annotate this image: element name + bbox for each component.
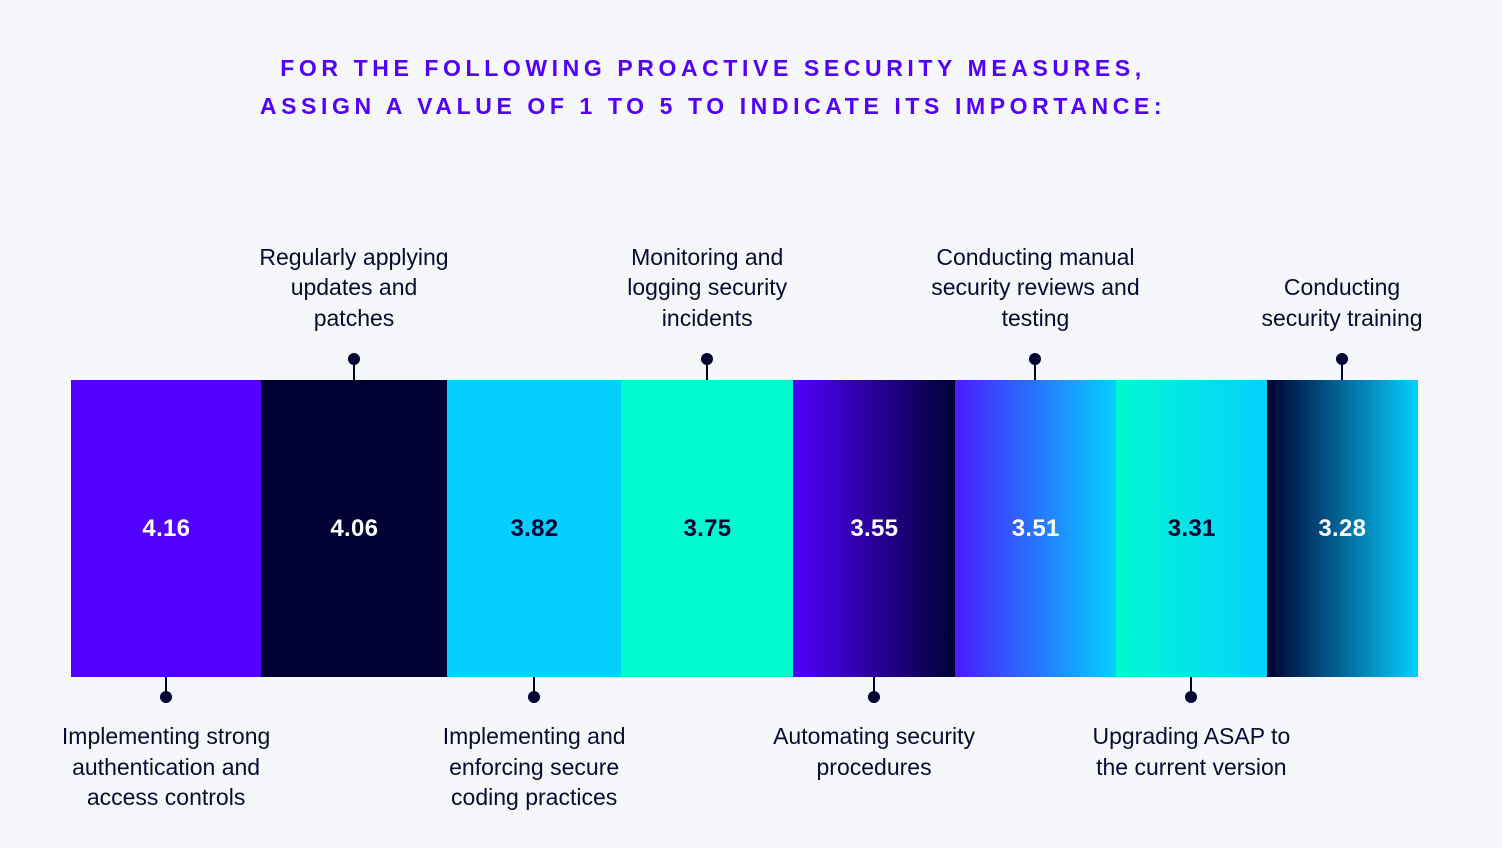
category-label-line: logging security bbox=[627, 274, 788, 300]
connector-dot bbox=[348, 353, 360, 365]
bar-segment: 3.31 bbox=[1115, 380, 1268, 677]
connector-line bbox=[353, 359, 355, 380]
category-label-line: Regularly applying bbox=[259, 243, 449, 270]
category-label-line: incidents bbox=[661, 304, 753, 331]
category-label: Upgrading ASAP to the current version bbox=[1061, 721, 1321, 782]
connector-line bbox=[1341, 359, 1344, 380]
value-label: 4.06 bbox=[330, 514, 379, 542]
bar-segment: 3.55 bbox=[792, 380, 956, 677]
category-label-line: authentication and bbox=[72, 753, 261, 780]
category-label-line: Implementing strong bbox=[61, 723, 271, 749]
bar-segment: 3.51 bbox=[955, 380, 1117, 677]
category-label-line: security training bbox=[1261, 304, 1423, 331]
category-label-line: coding practices bbox=[451, 784, 618, 810]
category-label-line: updates and bbox=[290, 274, 418, 300]
connector-dot bbox=[528, 691, 541, 703]
connector-line bbox=[873, 677, 876, 697]
connector-line bbox=[1190, 677, 1193, 697]
connector-dot bbox=[1029, 353, 1042, 365]
category-label-line: Conducting bbox=[1283, 274, 1401, 300]
category-label: Conducting security training bbox=[1212, 272, 1472, 333]
category-label: Automating security procedures bbox=[744, 721, 1004, 782]
chart-title-line-2: ASSIGN A VALUE OF 1 TO 5 TO INDICATE ITS… bbox=[259, 93, 1167, 119]
category-label-line: Implementing and bbox=[442, 723, 626, 749]
connector-line bbox=[706, 359, 709, 380]
chart-title-line-1: FOR THE FOLLOWING PROACTIVE SECURITY MEA… bbox=[280, 55, 1146, 81]
category-label-line: testing bbox=[1001, 304, 1070, 331]
category-label-line: Upgrading ASAP to bbox=[1092, 723, 1291, 749]
bar-segment: 3.75 bbox=[621, 380, 794, 677]
value-label: 3.31 bbox=[1167, 514, 1216, 542]
category-label: Conducting manual security reviews and tes… bbox=[905, 242, 1165, 334]
category-label-line: procedures bbox=[816, 753, 932, 780]
connector-line bbox=[1034, 359, 1037, 380]
category-label-line: security reviews and bbox=[931, 274, 1140, 300]
connector-dot bbox=[1185, 691, 1198, 703]
category-label: Regularly applying updates and patches bbox=[224, 242, 484, 334]
category-label: Implementing and enforcing secure coding p… bbox=[404, 721, 664, 813]
category-label-line: the current version bbox=[1096, 753, 1287, 780]
category-label-line: enforcing secure bbox=[449, 753, 620, 780]
connector-dot bbox=[868, 691, 881, 703]
category-label: Monitoring and logging security incidents bbox=[577, 242, 837, 334]
bar-segment: 4.16 bbox=[71, 380, 262, 677]
value-label: 3.51 bbox=[1011, 514, 1060, 542]
category-label-line: Automating security bbox=[773, 723, 976, 749]
category-label: Implementing strong authentication and acc… bbox=[36, 721, 296, 813]
category-label-line: access controls bbox=[86, 784, 246, 810]
value-label: 3.75 bbox=[683, 514, 732, 542]
category-label-line: patches bbox=[313, 304, 395, 331]
value-label: 3.28 bbox=[1318, 514, 1367, 542]
value-label: 3.82 bbox=[510, 514, 559, 542]
connector-dot bbox=[1336, 353, 1349, 365]
value-label: 4.16 bbox=[142, 514, 191, 542]
category-label-line: Conducting manual bbox=[936, 243, 1135, 270]
bar-segment: 3.82 bbox=[446, 380, 623, 677]
connector-line bbox=[533, 677, 536, 697]
connector-line bbox=[165, 677, 168, 697]
bar-segment: 4.06 bbox=[261, 380, 448, 677]
connector-dot bbox=[701, 353, 714, 365]
category-label-line: Monitoring and bbox=[631, 243, 784, 270]
connector-dot bbox=[160, 691, 173, 703]
bar-segment: 3.28 bbox=[1267, 380, 1418, 677]
value-label: 3.55 bbox=[850, 514, 899, 542]
